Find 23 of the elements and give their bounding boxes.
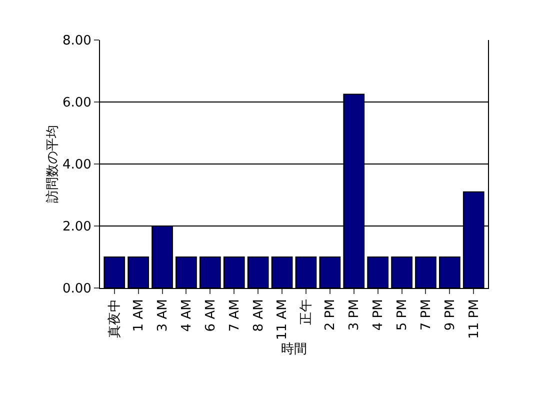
x-tick-label: 6 AM [203, 299, 218, 332]
x-tick-label: 2 PM [323, 299, 338, 331]
x-tick-label: 3 PM [347, 299, 362, 331]
x-tick-label: 3 AM [155, 299, 170, 332]
y-tick-label: 2.00 [62, 220, 92, 235]
x-tick-label: 7 AM [227, 299, 242, 332]
x-tick-label: 11 AM [275, 299, 290, 340]
x-tick-label: 5 PM [395, 299, 410, 331]
x-tick-label: 11 PM [466, 299, 482, 339]
x-tick-label: 4 PM [371, 299, 386, 331]
y-tick-label: 0.00 [62, 282, 92, 297]
x-tick-label: 1 AM [132, 299, 147, 332]
y-axis-title: 訪問数の平均 [45, 125, 60, 203]
x-tick-label: 真夜中 [106, 299, 123, 338]
x-tick-label: 8 AM [251, 299, 266, 332]
x-tick-label: 正午 [299, 299, 314, 326]
x-tick-label: 7 PM [418, 299, 434, 331]
y-tick-label: 6.00 [62, 96, 92, 111]
x-axis-title: 時間 [281, 342, 307, 357]
y-tick-label: 4.00 [62, 158, 92, 173]
x-tick-label: 9 PM [442, 299, 458, 331]
x-tick-label: 4 AM [179, 299, 194, 332]
y-tick-label: 8.00 [62, 34, 92, 49]
